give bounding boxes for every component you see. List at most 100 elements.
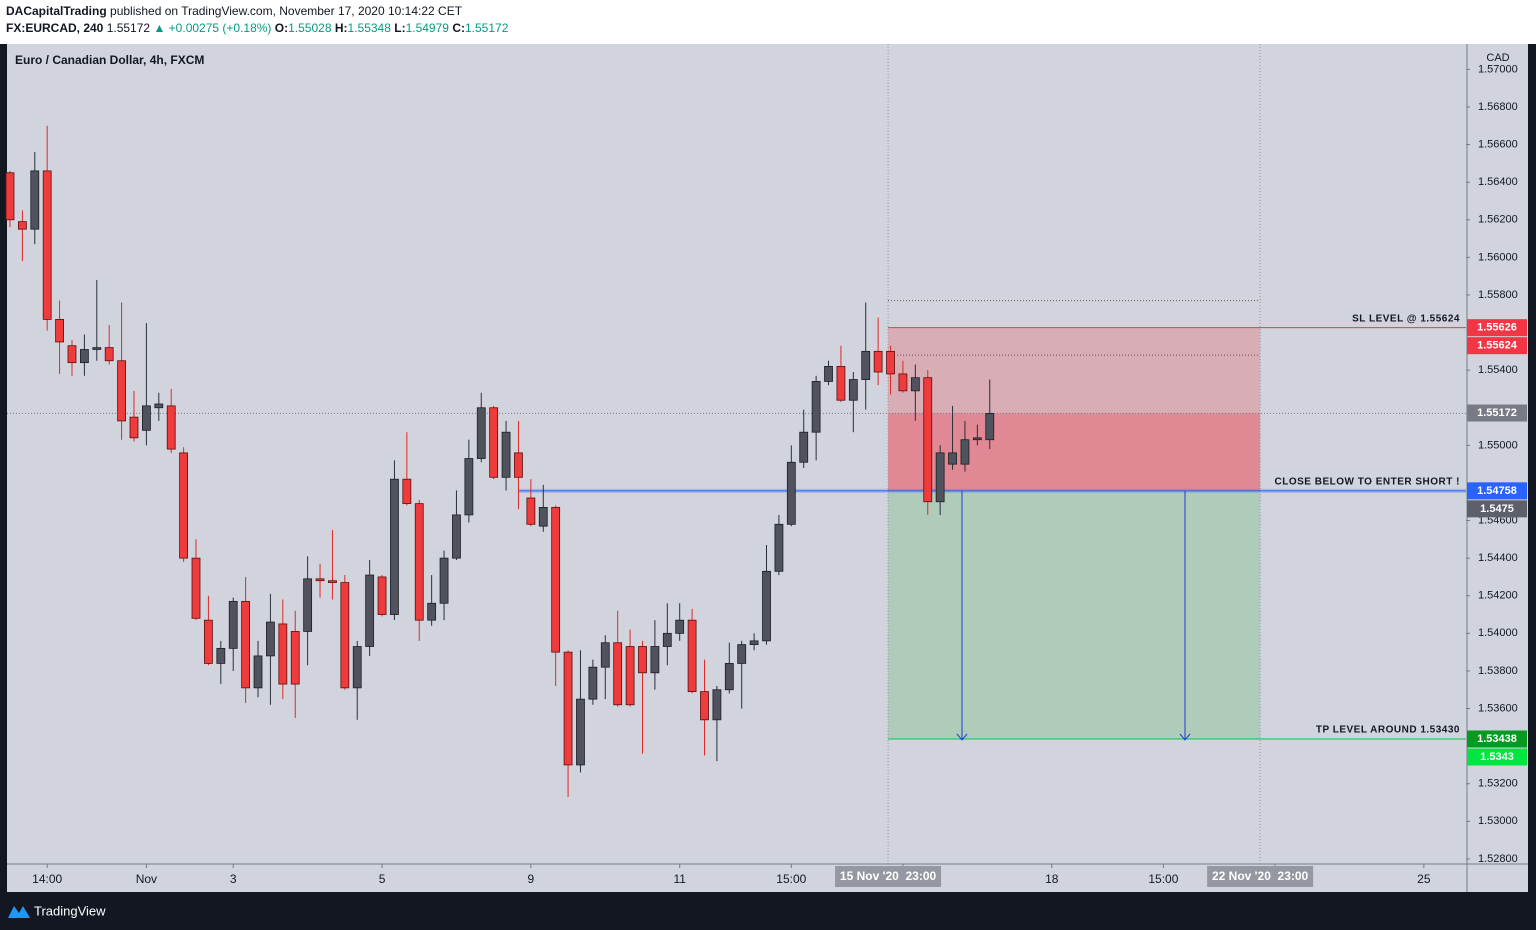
candle-body bbox=[340, 582, 350, 689]
price-label: 1.55626 bbox=[1477, 322, 1517, 334]
candle-body bbox=[204, 619, 213, 664]
candle-body bbox=[166, 405, 176, 450]
x-tick-label: Nov bbox=[136, 872, 157, 886]
candle-body bbox=[960, 439, 970, 465]
candle-body bbox=[154, 403, 164, 409]
price-label: 1.55624 bbox=[1477, 340, 1518, 352]
candle-body bbox=[836, 365, 846, 401]
level-note: CLOSE BELOW TO ENTER SHORT ! bbox=[1275, 476, 1460, 487]
header-line-1: DACapitalTrading published on TradingVie… bbox=[6, 4, 463, 18]
candle-body bbox=[365, 574, 375, 647]
target-zone bbox=[888, 490, 1261, 739]
candle-body bbox=[861, 350, 871, 380]
candle-body bbox=[935, 452, 945, 503]
time-highlight: 22 Nov '20 23:00 bbox=[1212, 869, 1309, 883]
y-tick-label: 1.55400 bbox=[1478, 364, 1518, 376]
last-price: 1.55172 bbox=[107, 21, 151, 35]
candle-body bbox=[489, 407, 499, 478]
candle-body bbox=[526, 497, 536, 525]
candle-body bbox=[848, 379, 858, 401]
candle-body bbox=[712, 689, 722, 721]
candle-body bbox=[228, 600, 238, 649]
header-bg bbox=[0, 0, 1536, 44]
candle-body bbox=[786, 461, 796, 525]
y-tick-label: 1.57000 bbox=[1478, 63, 1518, 75]
x-tick-label: 15:00 bbox=[776, 872, 806, 886]
price-label-bg bbox=[1467, 482, 1527, 500]
candle-body bbox=[315, 578, 325, 582]
y-tick-label: 1.53200 bbox=[1478, 778, 1518, 790]
x-tick-label: 18 bbox=[1045, 872, 1059, 886]
candle-body bbox=[762, 570, 771, 642]
candle-body bbox=[5, 172, 15, 221]
candle-body bbox=[538, 506, 548, 527]
candle-body bbox=[737, 644, 747, 664]
candle-body bbox=[774, 523, 784, 572]
x-tick-label: 15:00 bbox=[1148, 872, 1178, 886]
y-tick-label: 1.54000 bbox=[1478, 627, 1518, 639]
ohlc-key: O: bbox=[275, 21, 288, 35]
candle-body bbox=[30, 170, 40, 230]
price-label-bg bbox=[1467, 404, 1527, 422]
price-label: 1.54758 bbox=[1477, 485, 1517, 497]
candle-body bbox=[625, 646, 635, 706]
chart-title: Euro / Canadian Dollar, 4h, FXCM bbox=[15, 53, 204, 67]
ohlc-key: H: bbox=[335, 21, 348, 35]
y-tick-label: 1.56400 bbox=[1478, 176, 1518, 188]
candle-body bbox=[799, 431, 809, 463]
candle-body bbox=[551, 506, 561, 653]
x-tick-label: 5 bbox=[379, 872, 386, 886]
candle-body bbox=[910, 377, 920, 392]
price-label-bg bbox=[1467, 337, 1527, 355]
candle-body bbox=[67, 345, 77, 364]
open-pnl-zone bbox=[888, 413, 1261, 491]
candle-body bbox=[55, 319, 64, 343]
brand: TradingView bbox=[34, 903, 106, 918]
candle-body bbox=[352, 646, 362, 689]
tv-logo bbox=[8, 906, 30, 918]
candle-body bbox=[464, 458, 474, 516]
candle-body bbox=[613, 642, 623, 706]
y-tick-label: 1.53600 bbox=[1478, 702, 1518, 714]
candle-body bbox=[514, 452, 523, 478]
price-label-bg bbox=[1467, 500, 1527, 518]
price-label: 1.53438 bbox=[1477, 733, 1517, 745]
level-note: SL LEVEL @ 1.55624 bbox=[1352, 313, 1460, 324]
ohlc-value: 1.55028 bbox=[288, 21, 332, 35]
candle-body bbox=[811, 381, 821, 433]
published: published on TradingView.com, November 1… bbox=[110, 4, 463, 18]
candle-body bbox=[17, 221, 27, 230]
price-label-bg bbox=[1467, 748, 1527, 766]
candle-body bbox=[266, 621, 275, 657]
y-tick-label: 1.55800 bbox=[1478, 289, 1518, 301]
time-highlight-bg bbox=[1207, 866, 1314, 887]
candle-body bbox=[923, 377, 933, 503]
price-label: 1.55172 bbox=[1477, 407, 1517, 419]
plot: SL LEVEL @ 1.55624 CLOSE BELOW TO ENTER S… bbox=[5, 44, 1466, 864]
candle-body bbox=[216, 647, 226, 664]
candle-body bbox=[191, 557, 201, 619]
candle-body bbox=[563, 651, 573, 766]
y-tick-label: 1.53000 bbox=[1478, 815, 1518, 827]
candle-body bbox=[501, 431, 511, 478]
candle-body bbox=[576, 698, 585, 766]
candle-body bbox=[873, 350, 883, 373]
candle-body bbox=[687, 619, 697, 693]
ohlc-key: L: bbox=[394, 21, 405, 35]
candle-body bbox=[749, 640, 759, 646]
candle-body bbox=[414, 503, 424, 621]
candle-body bbox=[377, 576, 387, 615]
candle-body bbox=[390, 478, 399, 615]
y-tick-label: 1.54600 bbox=[1478, 514, 1518, 526]
ohlc-key: C: bbox=[452, 21, 465, 35]
x-tick-label: 9 bbox=[528, 872, 535, 886]
y-tick-label: 1.56800 bbox=[1478, 101, 1518, 113]
candle-body bbox=[79, 349, 89, 364]
ohlc-value: 1.54979 bbox=[406, 21, 450, 35]
candle-body bbox=[985, 412, 995, 441]
candle-body bbox=[824, 365, 833, 382]
x-tick-label: 25 bbox=[1417, 872, 1431, 886]
candle-body bbox=[662, 632, 672, 647]
